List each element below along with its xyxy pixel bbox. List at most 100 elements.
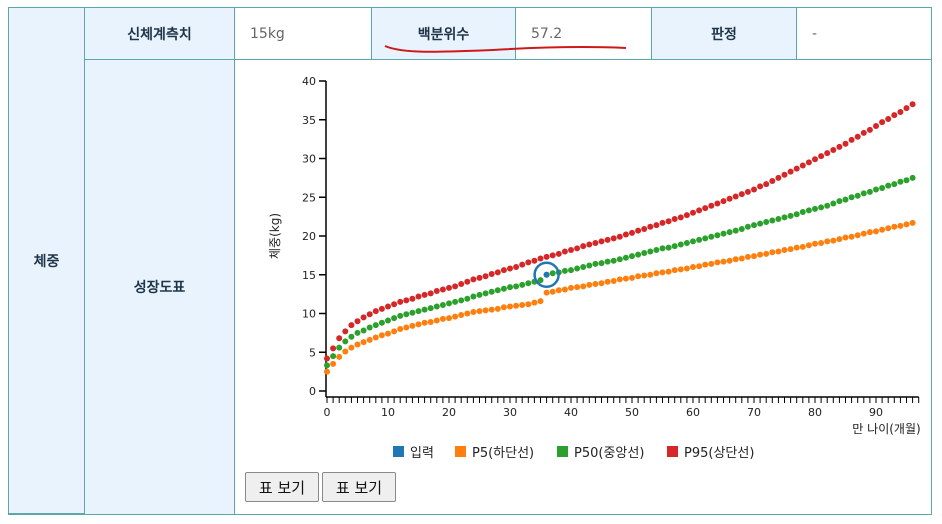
legend-swatch [557,446,568,457]
data-point [866,229,873,236]
data-point [836,198,843,205]
legend-label: P50(중앙선) [574,446,644,461]
data-point [439,301,446,308]
data-point [848,136,855,143]
data-point [787,246,794,253]
data-point [830,200,837,207]
table-view-button-2[interactable]: 표 보기 [322,472,396,502]
data-point [641,250,648,257]
data-point [769,249,776,256]
y-tick-label: 5 [309,346,316,359]
data-point [421,306,428,313]
data-point [799,162,806,169]
data-point [732,256,739,263]
input-marker-point [543,271,550,278]
data-point [531,299,538,306]
data-point [891,223,898,230]
data-point [696,207,703,214]
data-point [879,226,886,233]
data-point [629,253,635,260]
data-point [708,260,715,267]
data-point [427,290,434,297]
data-point [354,329,361,336]
data-point [342,328,349,335]
data-point [415,321,422,328]
table-view-button-1[interactable]: 표 보기 [245,472,319,502]
measurement-value: 15kg [235,8,372,60]
data-point [446,300,452,307]
data-point [836,143,843,150]
data-point [897,109,904,115]
data-point [324,362,330,369]
data-point [452,283,459,290]
data-point [360,327,367,334]
data-point [592,239,599,246]
data-point [446,284,452,291]
judgement-label: 판정 [652,8,797,60]
x-tick-label: 0 [324,406,331,419]
data-point [421,291,428,298]
data-point [848,233,855,240]
data-point [507,303,513,310]
data-point [665,218,672,225]
data-point [854,232,861,239]
data-point [464,310,471,317]
y-axis: 0 5 10 15 20 25 30 35 40 [302,75,327,398]
data-point [891,112,898,119]
data-point [372,308,379,315]
data-point [824,238,831,245]
data-point [635,251,642,258]
data-point [818,204,825,211]
data-point [433,303,440,310]
data-point [421,319,428,326]
data-point [580,243,587,250]
data-point [671,215,678,222]
data-point [500,267,507,274]
data-point [683,212,690,219]
data-point [482,290,489,297]
data-point [409,322,416,329]
data-point [476,291,483,298]
data-point [519,301,526,308]
row-label-weight: 체중 [9,8,85,514]
data-point [555,250,562,257]
data-point [714,232,721,239]
x-tick-label: 30 [503,406,517,419]
data-point [830,237,837,244]
data-point [671,243,678,250]
data-point [531,257,538,264]
data-point [885,182,892,189]
data-point [464,295,471,302]
data-point [781,214,788,221]
data-point [866,188,873,195]
data-point [433,288,440,295]
data-point [659,245,666,252]
data-point [604,278,611,285]
growth-chart: 0 5 10 15 20 25 30 35 40 0 10 20 30 40 50 60 70 80 90 만 나이(… [268,75,921,461]
data-point [836,236,843,243]
data-point [769,177,776,184]
y-tick-label: 15 [302,269,316,282]
data-point [360,314,367,321]
data-point [903,105,910,112]
data-point [580,283,587,290]
data-point [348,344,355,351]
data-point [378,305,385,312]
data-point [622,231,629,238]
data-point [549,252,556,259]
data-point [818,153,825,160]
data-point [757,183,764,190]
data-point [665,268,672,275]
data-point [568,267,574,274]
data-point [354,341,361,348]
data-point [812,156,818,163]
x-tick-label: 40 [564,406,578,419]
data-point [842,234,849,241]
data-point [903,177,910,184]
data-point [568,284,574,291]
series-p50 [324,174,916,369]
data-point [677,266,684,273]
series-p95 [324,101,916,362]
data-point [433,317,440,324]
legend-label: P5(하단선) [472,446,534,461]
